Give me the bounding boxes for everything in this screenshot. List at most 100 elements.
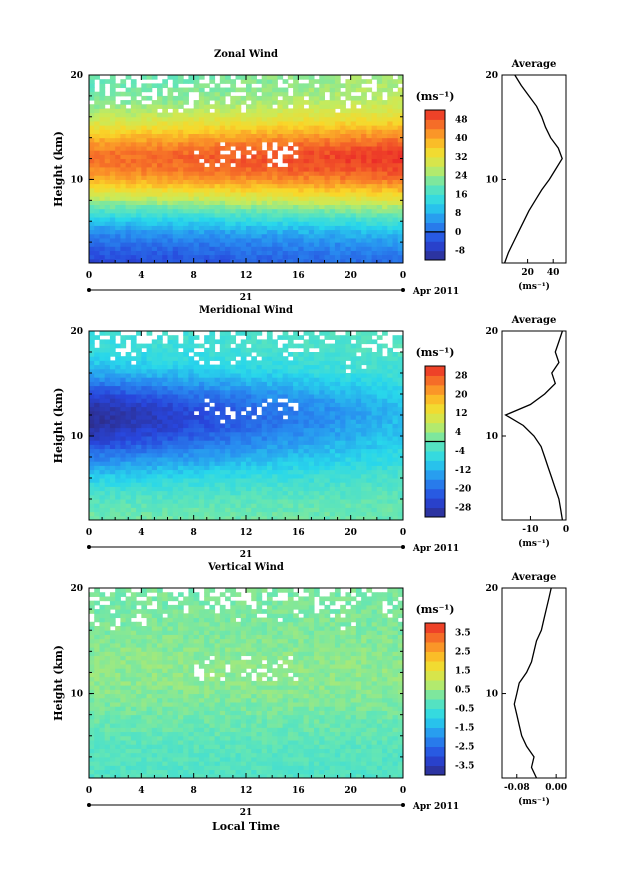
heatmap-cell	[282, 419, 289, 424]
heatmap-cell	[329, 187, 336, 193]
heatmap-cell	[125, 125, 132, 130]
heatmap-cell	[277, 457, 284, 462]
heatmap-cell	[188, 204, 195, 210]
heatmap-cell	[240, 339, 247, 345]
heatmap-cell	[240, 385, 247, 391]
heatmap-cell	[303, 237, 310, 243]
heatmap-cell	[308, 490, 315, 496]
heatmap-cell	[162, 200, 168, 206]
heatmap-cell	[376, 242, 383, 247]
heatmap-cell	[293, 200, 299, 206]
heatmap-cell	[104, 179, 111, 185]
heatmap-cell	[225, 116, 231, 122]
heatmap-cell	[371, 486, 378, 492]
heatmap-cell	[162, 104, 168, 109]
heatmap-cell	[350, 258, 357, 264]
heatmap-cell	[261, 356, 268, 361]
heatmap-cell	[392, 150, 399, 155]
heatmap-cell	[376, 204, 383, 210]
heatmap-cell	[125, 179, 132, 185]
heatmap-cell	[298, 242, 305, 247]
heatmap-cell	[235, 141, 242, 147]
heatmap-cell	[130, 221, 137, 226]
heatmap-cell	[293, 83, 299, 89]
heatmap-cell	[282, 478, 289, 483]
heatmap-cell	[136, 116, 142, 122]
heatmap-cell	[334, 461, 341, 466]
heatmap-cell	[345, 150, 352, 155]
heatmap-cell	[193, 87, 200, 93]
heatmap-cell	[157, 461, 163, 466]
heatmap-cell	[177, 511, 184, 517]
heatmap-cell	[392, 229, 399, 235]
heatmap-cell	[240, 331, 247, 336]
heatmap-cell	[345, 179, 352, 185]
heatmap-cell	[177, 171, 184, 176]
heatmap-cell	[282, 250, 289, 256]
colorbar-segment	[425, 222, 445, 233]
heatmap-cell	[266, 331, 273, 336]
heatmap-cell	[324, 183, 331, 189]
heatmap-cell	[319, 204, 325, 210]
heatmap-cell	[350, 125, 357, 130]
heatmap-cell	[162, 402, 168, 408]
heatmap-cell	[104, 150, 111, 155]
heatmap-cell	[282, 166, 289, 172]
heatmap-cell	[361, 394, 367, 399]
heatmap-cell	[282, 444, 289, 450]
heatmap-cell	[125, 208, 132, 214]
heatmap-cell	[256, 125, 263, 130]
heatmap-cell	[214, 225, 221, 231]
heatmap-cell	[387, 166, 394, 172]
heatmap-cell	[225, 515, 231, 521]
heatmap-cell	[272, 410, 278, 416]
heatmap-cell	[157, 406, 163, 412]
heatmap-cell	[303, 394, 310, 399]
heatmap-cell	[251, 87, 257, 93]
heatmap-cell	[366, 246, 373, 251]
heatmap-cell	[219, 423, 226, 429]
heatmap-cell	[130, 212, 137, 218]
heatmap-cell	[230, 436, 237, 441]
heatmap-cell	[303, 75, 310, 80]
heatmap-cell	[230, 398, 237, 403]
heatmap-cell	[261, 343, 268, 349]
heatmap-cell	[256, 507, 263, 513]
heatmap-cell	[340, 191, 346, 197]
heatmap-cell	[94, 457, 100, 462]
heatmap-cell	[120, 100, 127, 105]
heatmap-cell	[204, 465, 210, 471]
heatmap-cell	[366, 410, 373, 416]
heatmap-cell	[266, 196, 273, 201]
heatmap-cell	[340, 469, 346, 475]
heatmap-cell	[214, 440, 221, 445]
heatmap-cell	[240, 179, 247, 185]
heatmap-cell	[235, 87, 242, 93]
heatmap-cell	[251, 448, 257, 454]
heatmap-cell	[240, 79, 247, 84]
heatmap-cell	[350, 356, 357, 361]
heatmap-cell	[188, 389, 195, 395]
heatmap-cell	[162, 515, 168, 521]
heatmap-cell	[104, 166, 111, 172]
heatmap-cell	[303, 343, 310, 349]
heatmap-cell	[277, 225, 284, 231]
heatmap-cell	[162, 461, 168, 466]
heatmap-cell	[303, 503, 310, 508]
heatmap-cell	[293, 381, 299, 387]
heatmap-cell	[235, 242, 242, 247]
heatmap-cell	[287, 95, 294, 101]
heatmap-cell	[355, 461, 362, 466]
heatmap-cell	[298, 473, 305, 479]
heatmap-cell	[94, 482, 100, 487]
heatmap-cell	[366, 503, 373, 508]
heatmap-cell	[141, 444, 148, 450]
heatmap-cell	[209, 166, 216, 172]
heatmap-cell	[293, 364, 299, 370]
heatmap-cell	[188, 440, 195, 445]
heatmap-cell	[256, 394, 263, 399]
heatmap-cell	[345, 478, 352, 483]
heatmap-cell	[94, 499, 100, 504]
heatmap-cell	[345, 452, 352, 458]
heatmap-cell	[188, 469, 195, 475]
